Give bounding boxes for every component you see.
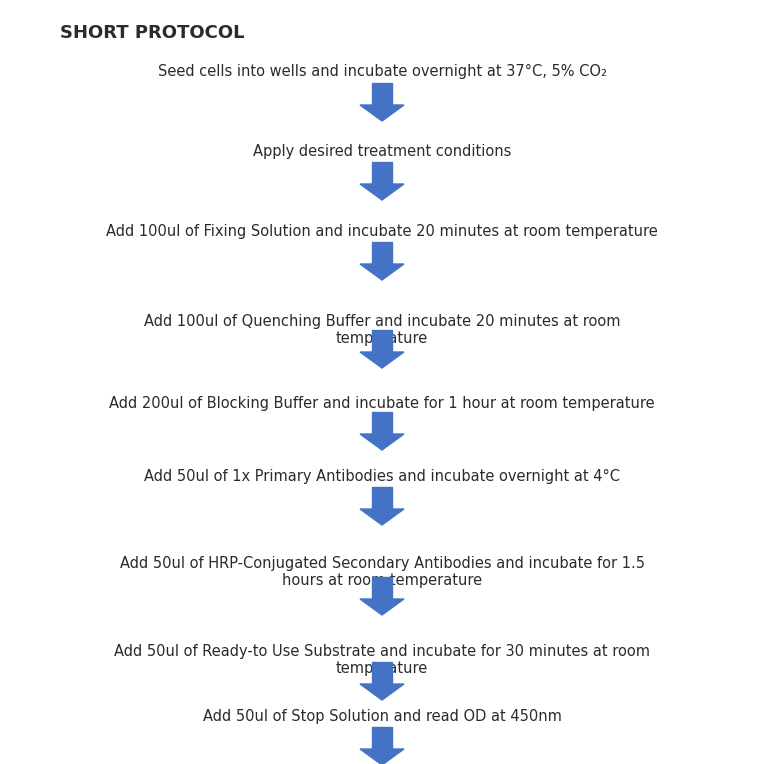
Polygon shape — [360, 264, 404, 280]
Bar — [372, 83, 392, 105]
Text: Add 200ul of Blocking Buffer and incubate for 1 hour at room temperature: Add 200ul of Blocking Buffer and incubat… — [109, 396, 655, 411]
Polygon shape — [360, 684, 404, 700]
Polygon shape — [360, 434, 404, 450]
Bar — [372, 162, 392, 184]
Bar — [372, 487, 392, 509]
Text: Apply desired treatment conditions: Apply desired treatment conditions — [253, 144, 511, 159]
Text: Add 50ul of Stop Solution and read OD at 450nm: Add 50ul of Stop Solution and read OD at… — [202, 709, 562, 724]
Polygon shape — [360, 184, 404, 200]
Polygon shape — [360, 509, 404, 525]
Text: Add 50ul of 1x Primary Antibodies and incubate overnight at 4°C: Add 50ul of 1x Primary Antibodies and in… — [144, 469, 620, 484]
Text: Add 50ul of HRP-Conjugated Secondary Antibodies and incubate for 1.5
hours at ro: Add 50ul of HRP-Conjugated Secondary Ant… — [119, 556, 645, 588]
Text: Seed cells into wells and incubate overnight at 37°C, 5% CO₂: Seed cells into wells and incubate overn… — [157, 64, 607, 79]
Text: Add 100ul of Fixing Solution and incubate 20 minutes at room temperature: Add 100ul of Fixing Solution and incubat… — [106, 224, 658, 239]
Bar — [372, 242, 392, 264]
Bar — [372, 727, 392, 749]
Polygon shape — [360, 352, 404, 368]
Polygon shape — [360, 599, 404, 615]
Bar — [372, 577, 392, 599]
Bar — [372, 662, 392, 684]
Polygon shape — [360, 105, 404, 121]
Bar — [372, 412, 392, 434]
Bar — [372, 330, 392, 352]
Polygon shape — [360, 749, 404, 764]
Text: Add 100ul of Quenching Buffer and incubate 20 minutes at room
temperature: Add 100ul of Quenching Buffer and incuba… — [144, 314, 620, 346]
Text: Add 50ul of Ready-to Use Substrate and incubate for 30 minutes at room
temperatu: Add 50ul of Ready-to Use Substrate and i… — [114, 644, 650, 676]
Text: SHORT PROTOCOL: SHORT PROTOCOL — [60, 24, 244, 42]
